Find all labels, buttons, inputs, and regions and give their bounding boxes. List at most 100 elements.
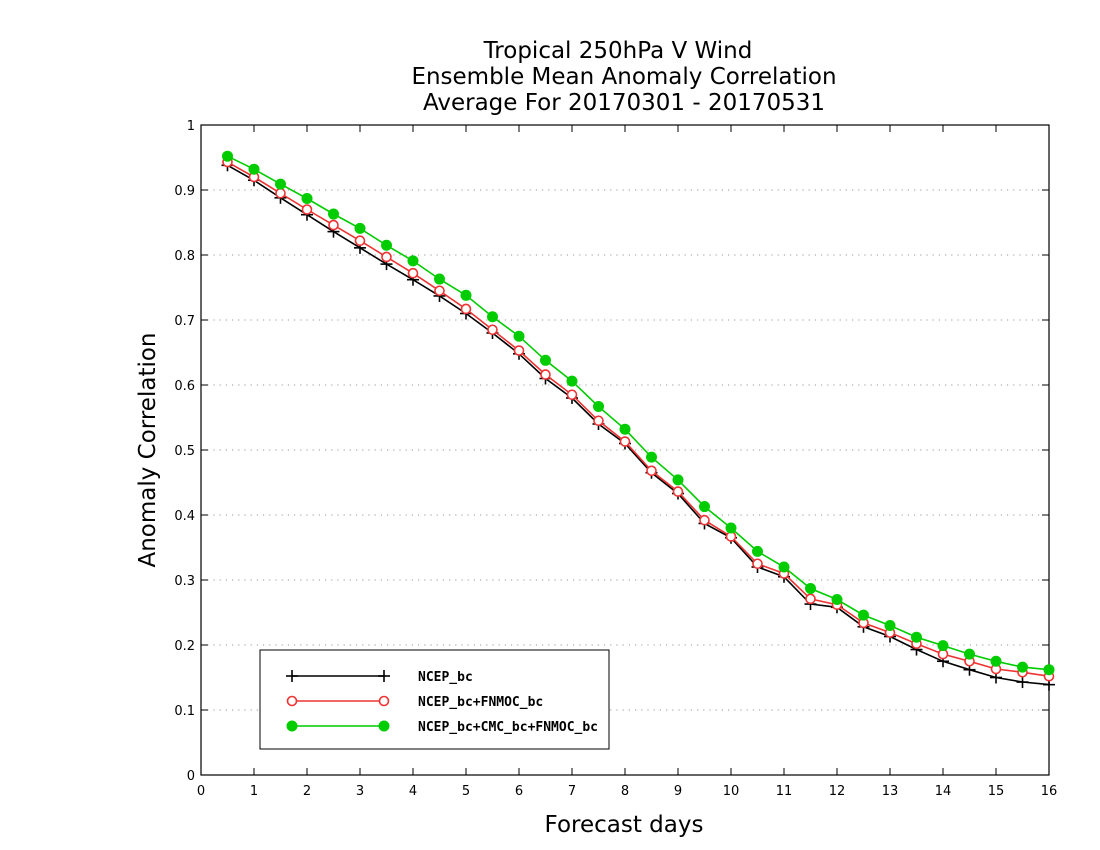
data-point bbox=[354, 222, 366, 234]
x-tick-label: 5 bbox=[462, 784, 470, 799]
x-tick-label: 14 bbox=[935, 784, 952, 799]
legend-entry-1: NCEP_bc bbox=[286, 670, 473, 685]
x-tick-label: 9 bbox=[674, 784, 682, 799]
y-axis-title: Anomaly Correlation bbox=[135, 332, 161, 567]
data-point bbox=[434, 285, 445, 297]
data-point bbox=[884, 620, 896, 631]
data-point bbox=[990, 655, 1002, 667]
data-point bbox=[328, 208, 339, 220]
x-axis-title: Forecast days bbox=[545, 812, 704, 838]
x-tick-label: 6 bbox=[515, 784, 523, 799]
x-tick-label: 11 bbox=[776, 784, 793, 799]
legend-marker bbox=[378, 670, 390, 682]
chart-title-line-2: Ensemble Mean Anomaly Correlation bbox=[411, 64, 836, 90]
legend-entries: NCEP_bc NCEP_bc+FNMOC_bc NCEP_bc+CMC_bc+FN… bbox=[286, 670, 598, 735]
data-point bbox=[699, 501, 710, 513]
data-point bbox=[487, 311, 498, 323]
x-tick-label: 12 bbox=[829, 784, 846, 799]
legend-label: NCEP_bc+FNMOC_bc bbox=[418, 695, 543, 710]
data-point bbox=[964, 648, 975, 660]
data-point bbox=[619, 436, 631, 447]
data-point bbox=[1017, 661, 1028, 673]
data-point bbox=[275, 178, 286, 190]
data-point bbox=[248, 163, 260, 175]
data-point bbox=[911, 631, 922, 643]
data-point bbox=[619, 423, 631, 435]
x-tick-label: 3 bbox=[356, 784, 364, 799]
data-point bbox=[593, 415, 604, 427]
data-point bbox=[858, 609, 869, 621]
data-point bbox=[672, 486, 684, 497]
y-tick-label: 0.8 bbox=[174, 249, 195, 264]
series-line bbox=[227, 161, 1050, 677]
x-tick-label: 4 bbox=[409, 784, 417, 799]
data-point bbox=[275, 187, 286, 199]
data-point bbox=[752, 545, 763, 557]
series-line bbox=[227, 164, 1050, 686]
x-tick-label: 0 bbox=[197, 784, 205, 799]
y-tick-label: 0.4 bbox=[174, 509, 195, 524]
data-point bbox=[460, 289, 472, 301]
chart-title-line-1: Tropical 250hPa V Wind bbox=[483, 38, 753, 64]
axis-ticks: 00.10.20.30.40.50.60.70.80.910 1 2 3 4 5 6 7 8 9 1… bbox=[174, 119, 1057, 799]
y-tick-label: 0.9 bbox=[174, 184, 195, 199]
data-point bbox=[381, 251, 392, 263]
gridlines bbox=[201, 189, 1049, 711]
y-tick-label: 1 bbox=[187, 119, 195, 134]
data-point bbox=[646, 451, 657, 463]
x-tick-label: 13 bbox=[882, 784, 899, 799]
x-tick-label: 8 bbox=[621, 784, 629, 799]
legend-marker bbox=[286, 670, 298, 682]
x-tick-label: 16 bbox=[1041, 784, 1058, 799]
data-point bbox=[725, 522, 737, 534]
data-point bbox=[672, 474, 684, 486]
data-point bbox=[593, 400, 604, 412]
legend-marker bbox=[286, 695, 298, 707]
legend: NCEP_bc NCEP_bc+FNMOC_bc NCEP_bc+CMC_bc+FN… bbox=[259, 649, 610, 750]
data-point bbox=[354, 235, 366, 246]
legend-entry-2: NCEP_bc+FNMOC_bc bbox=[286, 695, 543, 710]
data-point bbox=[513, 345, 525, 356]
series-line bbox=[227, 155, 1050, 671]
x-tick-label: 2 bbox=[303, 784, 311, 799]
legend-marker bbox=[286, 720, 298, 732]
series-layer bbox=[221, 150, 1055, 691]
data-point bbox=[805, 593, 816, 605]
x-tick-label: 1 bbox=[250, 784, 258, 799]
data-point bbox=[540, 369, 551, 380]
series-3 bbox=[222, 150, 1055, 676]
legend-entry-3: NCEP_bc+CMC_bc+FNMOC_bc bbox=[286, 720, 598, 735]
y-tick-label: 0.7 bbox=[174, 314, 195, 329]
data-point bbox=[699, 514, 710, 526]
data-point bbox=[566, 389, 578, 401]
data-point bbox=[301, 204, 313, 215]
data-point bbox=[805, 582, 816, 594]
x-tick-label: 10 bbox=[723, 784, 740, 799]
data-point bbox=[222, 150, 233, 162]
y-tick-label: 0.2 bbox=[174, 639, 195, 654]
series-2 bbox=[222, 156, 1055, 682]
data-point bbox=[1043, 664, 1055, 676]
legend-label: NCEP_bc bbox=[418, 670, 473, 685]
legend-marker bbox=[378, 695, 390, 707]
legend-box bbox=[259, 649, 610, 750]
legend-marker bbox=[378, 720, 390, 732]
y-tick-label: 0.6 bbox=[174, 379, 195, 394]
data-point bbox=[646, 465, 657, 477]
data-point bbox=[566, 375, 578, 387]
legend-label: NCEP_bc+CMC_bc+FNMOC_bc bbox=[418, 720, 598, 735]
data-point bbox=[752, 558, 763, 570]
y-tick-label: 0.1 bbox=[174, 704, 195, 719]
data-point bbox=[407, 267, 419, 279]
data-point bbox=[407, 255, 419, 267]
chart-title-line-3: Average For 20170301 - 20170531 bbox=[423, 90, 825, 116]
data-point bbox=[937, 640, 949, 652]
x-tick-label: 7 bbox=[568, 784, 576, 799]
data-point bbox=[778, 561, 790, 573]
data-point bbox=[434, 273, 445, 285]
data-point bbox=[1016, 676, 1029, 689]
x-tick-label: 15 bbox=[988, 784, 1005, 799]
series-1 bbox=[221, 159, 1055, 691]
y-tick-label: 0.5 bbox=[174, 444, 195, 459]
